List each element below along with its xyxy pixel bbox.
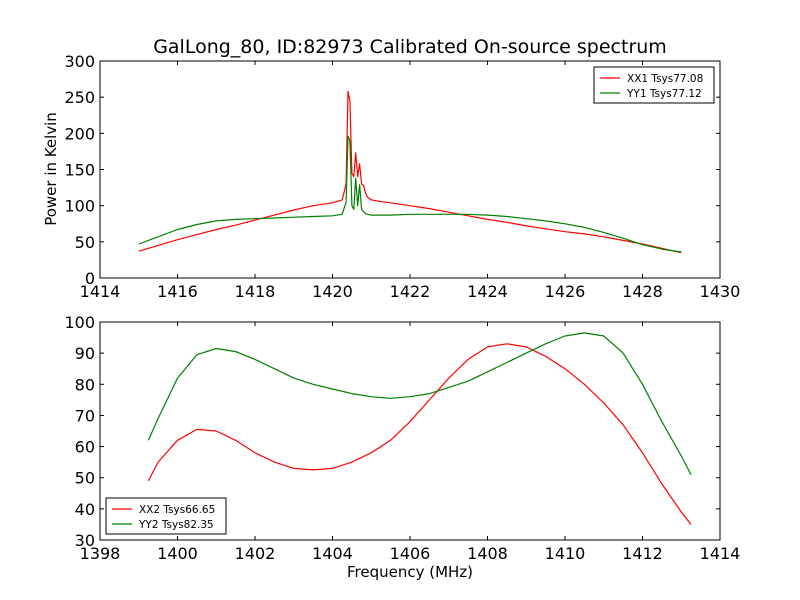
x-tick-label: 1408	[467, 544, 508, 563]
x-tick-label: 1424	[467, 282, 508, 301]
series-line-1-0	[147, 343, 692, 525]
x-tick-label: 1418	[235, 282, 276, 301]
legend-label: YY2 Tsys82.35	[138, 519, 214, 531]
x-tick-label: 1398	[80, 544, 121, 563]
chart-panel-0: 1414 1416 1418 1420 1422 1424 1426 1428 1430 0 50 1…	[64, 52, 740, 301]
y-tick-label: 90	[75, 344, 95, 363]
x-tick-label: 1412	[622, 544, 663, 563]
y-tick-label: 50	[75, 233, 95, 252]
y-tick-label: 60	[75, 438, 95, 457]
legend-box	[105, 497, 227, 535]
legend-box	[593, 66, 715, 104]
y-tick-label: 50	[75, 469, 95, 488]
y-tick-label: 0	[85, 269, 95, 288]
y-tick-label: 150	[64, 161, 95, 180]
y-tick-label: 100	[64, 197, 95, 216]
chart-title: GalLong_80, ID:82973 Calibrated On-sourc…	[153, 36, 667, 58]
x-tick-label: 1430	[700, 282, 741, 301]
x-tick-label: 1414	[80, 282, 121, 301]
series-line-1-1	[147, 332, 692, 475]
series-line-0-0	[138, 90, 682, 254]
top-y-axis-label: Power in Kelvin	[42, 112, 60, 226]
x-tick-label: 1422	[390, 282, 431, 301]
chart-panel-1: 1398 1400 1402 1404 1406 1408 1410 1412 1414 30 40…	[64, 313, 740, 563]
x-tick-label: 1406	[390, 544, 431, 563]
y-tick-label: 30	[75, 531, 95, 550]
y-tick-label: 40	[75, 500, 95, 519]
x-tick-label: 1402	[235, 544, 276, 563]
legend-label: XX1 Tsys77.08	[627, 73, 703, 85]
y-tick-label: 250	[64, 88, 95, 107]
y-tick-label: 200	[64, 124, 95, 143]
y-tick-label: 100	[64, 313, 95, 332]
x-tick-label: 1400	[157, 544, 198, 563]
y-tick-label: 300	[64, 52, 95, 71]
x-tick-label: 1410	[545, 544, 586, 563]
x-tick-label: 1404	[312, 544, 353, 563]
series-line-0-1	[138, 135, 682, 253]
x-tick-label: 1428	[622, 282, 663, 301]
legend-1: XX2 Tsys66.65 YY2 Tsys82.35	[105, 497, 227, 535]
x-tick-label: 1426	[545, 282, 586, 301]
bottom-x-axis-label: Frequency (MHz)	[347, 563, 473, 581]
y-tick-label: 80	[75, 375, 95, 394]
x-tick-label: 1414	[700, 544, 741, 563]
x-tick-label: 1416	[157, 282, 198, 301]
legend-label: YY1 Tsys77.12	[626, 88, 702, 100]
legend-label: XX2 Tsys66.65	[139, 504, 215, 516]
x-tick-label: 1420	[312, 282, 353, 301]
legend-0: XX1 Tsys77.08 YY1 Tsys77.12	[593, 66, 715, 104]
y-tick-label: 70	[75, 406, 95, 425]
